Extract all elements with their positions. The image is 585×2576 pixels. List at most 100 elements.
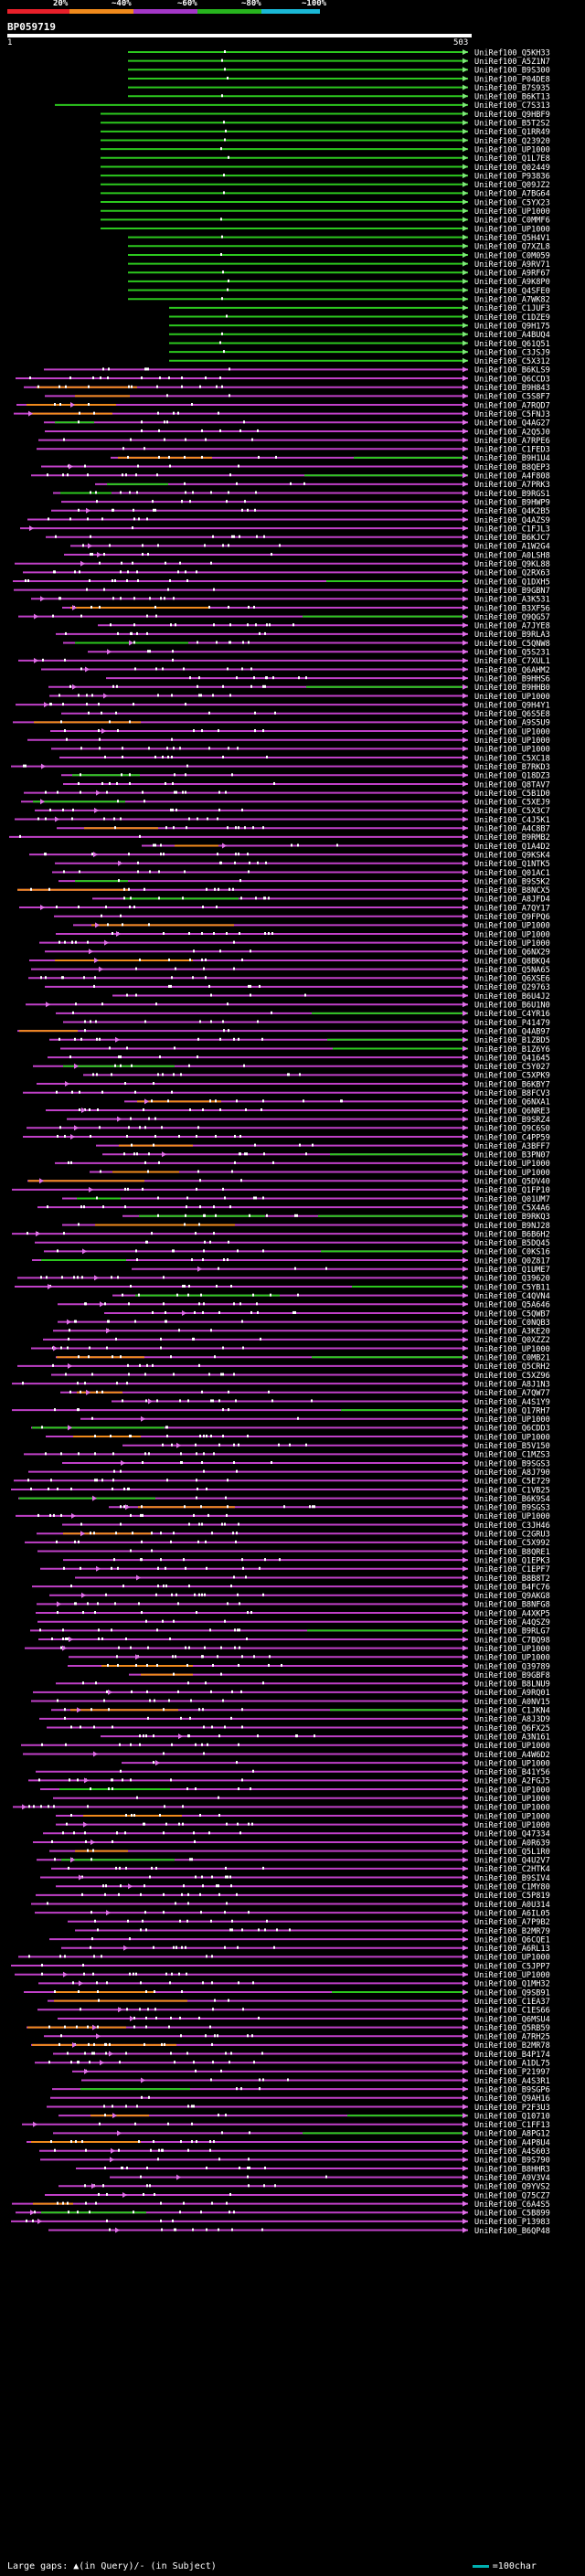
hit-row[interactable]: UniRef100_Q10710 [58, 2112, 550, 2121]
hit-row[interactable]: UniRef100_Q5DV40 [27, 1178, 550, 1187]
hit-row[interactable]: UniRef100_B9RLG7 [30, 1627, 550, 1637]
hit-label[interactable]: UniRef100_A4P8U4 [474, 2138, 550, 2147]
hit-row[interactable]: UniRef100_Q9KSK4 [29, 851, 550, 860]
hit-row[interactable]: UniRef100_Q5RB59 [27, 2024, 550, 2033]
hit-row[interactable]: UniRef100_C5Y027 [33, 1063, 550, 1072]
hit-label[interactable]: UniRef100_C0KS16 [474, 1248, 550, 1257]
hit-label[interactable]: UniRef100_Q10710 [474, 2112, 550, 2121]
hit-row[interactable]: UniRef100_A1W2G4 [70, 543, 550, 552]
hit-row[interactable]: UniRef100_A9S5U9 [13, 719, 550, 728]
hit-row[interactable]: UniRef100_C1FED3 [37, 446, 550, 455]
hit-row[interactable]: UniRef100_Q02449 [101, 164, 550, 173]
hit-row[interactable]: UniRef100_P41479 [63, 1019, 550, 1028]
hit-row[interactable]: UniRef100_B9RGS1 [53, 490, 550, 499]
hit-row[interactable]: UniRef100_Q1A4D2 [142, 843, 550, 852]
hit-label[interactable]: UniRef100_A9K8P0 [474, 278, 550, 287]
hit-row[interactable]: UniRef100_C5S8F7 [45, 393, 550, 402]
hit-label[interactable]: UniRef100_Q0XZZ2 [474, 1336, 550, 1345]
hit-label[interactable]: UniRef100_B9GBF8 [474, 1671, 550, 1680]
hit-row[interactable]: UniRef100_P21997 [72, 2068, 550, 2077]
hit-label[interactable]: UniRef100_Q1RR49 [474, 128, 550, 137]
hit-label[interactable]: UniRef100_B1ZBD5 [474, 1036, 550, 1045]
hit-label[interactable]: UniRef100_Q5H4V1 [474, 234, 550, 243]
hit-label[interactable]: UniRef100_A7QY17 [474, 904, 550, 913]
hit-row[interactable]: UniRef100_Q01UM7 [62, 1195, 550, 1204]
hit-row[interactable]: UniRef100_Q75CZ7 [45, 2191, 550, 2200]
hit-row[interactable]: UniRef100_Q39789 [68, 1662, 550, 1671]
hit-row[interactable]: UniRef100_B2MR78 [31, 2041, 550, 2051]
hit-label[interactable]: UniRef100_B1Z6Y6 [474, 1045, 550, 1055]
hit-row[interactable]: UniRef100_Q8BKQ4 [29, 957, 550, 966]
hit-row[interactable]: UniRef100_B6U1N0 [26, 1002, 550, 1011]
hit-row[interactable]: UniRef100_Q5H4V1 [128, 234, 550, 243]
hit-label[interactable]: UniRef100_B6KJC7 [474, 534, 550, 543]
hit-label[interactable]: UniRef100_C1ES66 [474, 2007, 550, 2016]
hit-row[interactable]: UniRef100_B8LNU9 [56, 1680, 550, 1690]
hit-row[interactable]: UniRef100_Q1NTK5 [55, 860, 550, 869]
hit-row[interactable]: UniRef100_UP1000 [46, 1433, 550, 1442]
hit-row[interactable]: UniRef100_UP1000 [101, 207, 550, 217]
hit-row[interactable]: UniRef100_C1FF13 [22, 2121, 550, 2130]
hit-row[interactable]: UniRef100_A9K8P0 [128, 278, 550, 287]
hit-row[interactable]: UniRef100_B6B6H2 [12, 1230, 550, 1239]
hit-row[interactable]: UniRef100_C1JKN4 [51, 1707, 550, 1716]
hit-row[interactable]: UniRef100_Q61Q51 [169, 340, 550, 349]
hit-row[interactable]: UniRef100_Q9AH16 [50, 2094, 550, 2104]
hit-row[interactable]: UniRef100_A7P9B2 [68, 1918, 550, 1927]
hit-label[interactable]: UniRef100_B9GBN7 [474, 587, 550, 596]
hit-row[interactable]: UniRef100_UP1000 [56, 1812, 550, 1821]
hit-row[interactable]: UniRef100_UP1000 [21, 1742, 550, 1751]
hit-row[interactable]: UniRef100_C1FJL3 [20, 525, 550, 534]
hit-row[interactable]: UniRef100_C5XEJ9 [21, 799, 550, 808]
hit-row[interactable]: UniRef100_B6QP48 [48, 2227, 550, 2236]
hit-row[interactable]: UniRef100_B9SGS3 [109, 1504, 550, 1513]
hit-label[interactable]: UniRef100_C1FED3 [474, 446, 550, 455]
hit-row[interactable]: UniRef100_C1VB25 [11, 1486, 550, 1495]
hit-row[interactable]: UniRef100_P13983 [11, 2218, 550, 2227]
hit-row[interactable]: UniRef100_UP1000 [18, 1954, 550, 1963]
hit-label[interactable]: UniRef100_C5XEJ9 [474, 799, 550, 808]
hit-row[interactable]: UniRef100_UP1000 [101, 225, 550, 234]
hit-label[interactable]: UniRef100_B6U4J2 [474, 992, 550, 1002]
hit-label[interactable]: UniRef100_A8J790 [474, 1468, 550, 1478]
hit-label[interactable]: UniRef100_Q9AKG8 [474, 1592, 550, 1601]
hit-label[interactable]: UniRef100_A4BUQ4 [474, 331, 550, 340]
hit-label[interactable]: UniRef100_Q5DV40 [474, 1178, 550, 1187]
hit-label[interactable]: UniRef100_P04DE8 [474, 75, 550, 84]
hit-label[interactable]: UniRef100_C1MY80 [474, 1883, 550, 1892]
hit-row[interactable]: UniRef100_Q6CCD3 [16, 375, 550, 384]
hit-label[interactable]: UniRef100_A2FGJ5 [474, 1777, 550, 1786]
hit-label[interactable]: UniRef100_Q9H175 [474, 322, 550, 331]
hit-row[interactable]: UniRef100_A7RQD7 [16, 401, 550, 410]
hit-label[interactable]: UniRef100_A8J1N3 [474, 1380, 550, 1389]
hit-row[interactable]: UniRef100_A0LSH8 [64, 551, 550, 560]
hit-label[interactable]: UniRef100_Q02449 [474, 164, 550, 173]
hit-row[interactable]: UniRef100_B5V150 [122, 1442, 550, 1451]
hit-label[interactable]: UniRef100_Q6CDD3 [474, 1425, 550, 1434]
hit-label[interactable]: UniRef100_Q39789 [474, 1662, 550, 1671]
hit-row[interactable]: UniRef100_A4P8U4 [27, 2138, 550, 2147]
hit-row[interactable]: UniRef100_UP1000 [31, 1345, 550, 1354]
hit-label[interactable]: UniRef100_B8QEP3 [474, 463, 550, 472]
hit-row[interactable]: UniRef100_A8PG12 [53, 2130, 550, 2139]
hit-label[interactable]: UniRef100_Q01AC1 [474, 869, 550, 878]
hit-label[interactable]: UniRef100_A0R639 [474, 1839, 550, 1848]
hit-label[interactable]: UniRef100_B9SIV4 [474, 1874, 550, 1883]
hit-row[interactable]: UniRef100_Q7XZL8 [128, 243, 550, 252]
hit-label[interactable]: UniRef100_C5YB11 [474, 1283, 550, 1292]
hit-label[interactable]: UniRef100_B9SRZ4 [474, 1116, 550, 1125]
hit-label[interactable]: UniRef100_B9SGS3 [474, 1459, 550, 1468]
hit-row[interactable]: UniRef100_B2MR79 [75, 1927, 550, 1936]
hit-row[interactable]: UniRef100_B9SIV4 [40, 1874, 550, 1883]
hit-label[interactable]: UniRef100_C5X312 [474, 357, 550, 366]
hit-row[interactable]: UniRef100_Q5S231 [88, 649, 550, 658]
hit-label[interactable]: UniRef100_C3JH46 [474, 1521, 550, 1531]
hit-label[interactable]: UniRef100_Q6CQE1 [474, 1935, 550, 1945]
hit-row[interactable]: UniRef100_A4S3R1 [81, 2077, 550, 2086]
hit-row[interactable]: UniRef100_UP1000 [27, 737, 550, 746]
hit-row[interactable]: UniRef100_Q4U2V7 [37, 1857, 550, 1866]
hit-label[interactable]: UniRef100_B5V150 [474, 1442, 550, 1451]
hit-row[interactable]: UniRef100_B6KBY7 [37, 1080, 550, 1089]
hit-label[interactable]: UniRef100_A3K531 [474, 596, 550, 605]
hit-label[interactable]: UniRef100_B4P174 [474, 2051, 550, 2060]
